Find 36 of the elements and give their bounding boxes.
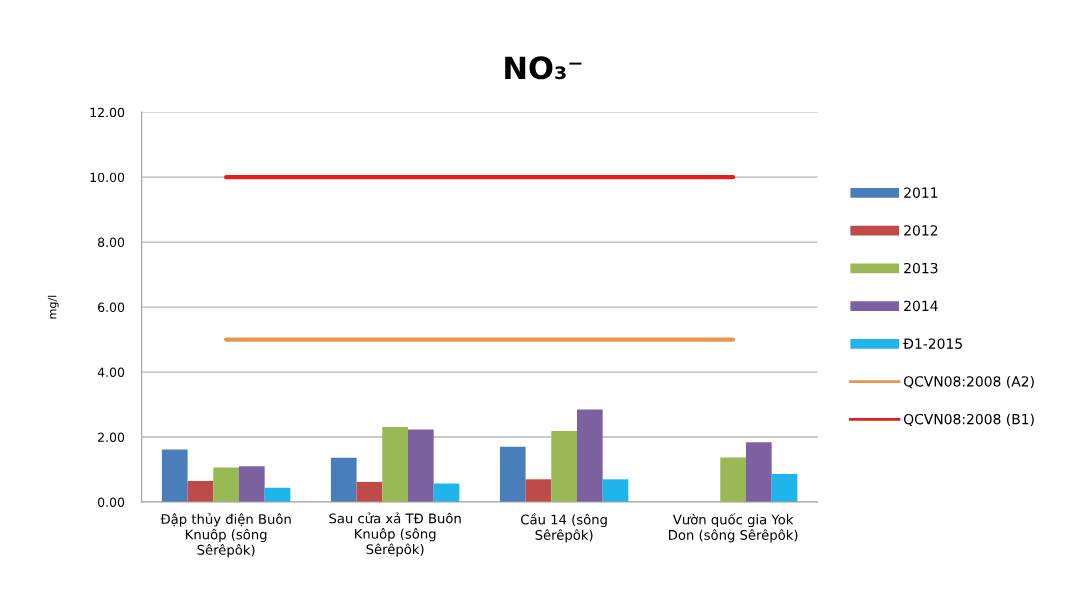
bar [382,427,408,503]
x-tick-label: Sau cửa xả TĐ Buôn Knuôp (sông Sêrêpôk) [329,512,461,557]
bar [771,474,798,503]
y-tick-label: 2.00 [98,432,125,442]
chart-title: NO₃⁻ [505,56,582,80]
legend-label: 2012 [904,225,938,236]
bar [576,409,603,503]
bar [407,429,434,503]
y-tick-label: 8.00 [97,237,125,248]
bar [720,457,746,503]
bar [602,479,629,503]
y-tick-label: 12.00 [90,107,125,118]
bar [525,479,552,503]
y-tick-label: 10.00 [90,172,125,183]
x-tick-label: Cầu 14 (sông Sêrêpôk) [521,513,607,543]
y-tick-label: 0.00 [97,497,125,507]
bar [551,430,577,503]
legend-label: QCVN08:2008 (B1) [903,413,1034,427]
bar [187,480,214,503]
x-tick-label: Đập thủy điện Buôn Knuôp (sông Sêrêpôk) [160,513,291,558]
bar [499,446,526,503]
bar [238,466,265,503]
legend-label: Đ1-2015 [903,338,962,349]
bar [330,457,357,503]
bar [745,442,772,503]
x-tick-label: Vườn quốc gia Yok Don (sông Sêrêpôk) [669,513,798,543]
legend-label: QCVN08:2008 (A2) [903,375,1034,389]
legend-label: 2014 [904,300,938,312]
y-tick-label: 4.00 [97,367,125,378]
legend-label: 2013 [904,262,938,274]
bar [161,449,188,503]
legend-label: 2011 [904,187,938,198]
bar [356,481,383,503]
bar [213,467,239,503]
y-axis-title: mg/l [47,295,59,319]
y-tick-label: 6.00 [98,302,125,313]
